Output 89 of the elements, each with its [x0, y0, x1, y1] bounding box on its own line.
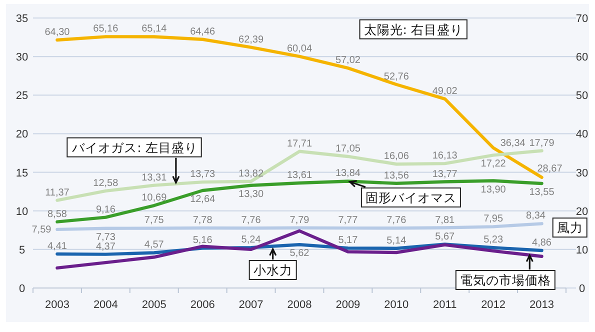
- label-風力: 風力: [552, 218, 588, 238]
- data-label: 17,05: [335, 143, 361, 154]
- y-tick-label: 25: [16, 90, 28, 102]
- y2-tick-label: 40: [576, 128, 588, 141]
- data-label: 12,64: [190, 194, 216, 205]
- x-tick-label: 2011: [433, 299, 457, 311]
- x-tick-label: 2003: [44, 299, 70, 311]
- data-label: 12,58: [93, 178, 119, 189]
- data-label: 4,41: [47, 240, 68, 252]
- y2-tick-label: 10: [576, 244, 588, 256]
- data-label: 49,02: [432, 86, 458, 97]
- x-tick-label: 2012: [481, 299, 506, 311]
- data-label: 5,16: [192, 235, 213, 246]
- y2-tick-label: 70: [576, 13, 588, 25]
- data-label: 11,37: [45, 187, 70, 198]
- data-label: 8,58: [47, 208, 68, 220]
- y-tick-label: 10: [16, 206, 28, 218]
- data-label: 5,62: [290, 248, 310, 260]
- data-label: 7,59: [32, 224, 52, 236]
- y2-tick-label: 60: [576, 52, 588, 64]
- data-label: 7,95: [484, 214, 504, 225]
- data-label: 52,76: [384, 71, 410, 82]
- data-label: 16,06: [384, 151, 410, 162]
- series-label: 小水力: [253, 262, 292, 278]
- data-label: 7,73: [96, 232, 116, 243]
- y-tick-label: 30: [16, 52, 28, 64]
- data-label: 4,57: [144, 240, 164, 251]
- data-label: 5,14: [386, 235, 407, 246]
- y2-tick-label: 0: [578, 283, 586, 295]
- data-label: 13,55: [529, 186, 555, 198]
- y2-tick-label: 50: [576, 90, 588, 102]
- data-label: 64,30: [44, 26, 70, 38]
- data-label: 13,31: [142, 172, 168, 184]
- data-label: 13,84: [335, 168, 361, 180]
- label-電気の市場価格: 電気の市場価格: [455, 253, 556, 290]
- data-label: 9,16: [96, 204, 116, 216]
- data-label: 4,37: [96, 241, 116, 252]
- data-label: 28,67: [537, 163, 563, 174]
- data-label: 17,22: [480, 158, 506, 170]
- y-tick-label: 20: [16, 128, 28, 141]
- y-tick-label: 5: [18, 244, 26, 256]
- data-label: 5,17: [338, 235, 358, 246]
- label-固形バイオマス: 固形バイオマス: [348, 180, 461, 208]
- data-label: 5,23: [484, 234, 504, 246]
- data-label: 7,81: [435, 214, 456, 226]
- data-label: 10,69: [142, 192, 168, 204]
- data-label: 36,34: [500, 138, 526, 149]
- data-label: 60,04: [286, 43, 312, 54]
- y-tick-label: 0: [18, 283, 26, 295]
- data-label: 13,56: [384, 170, 410, 182]
- x-tick-label: 2007: [238, 299, 264, 311]
- data-label: 13,61: [286, 170, 312, 182]
- series-label: 固形バイオマス: [365, 190, 456, 205]
- data-label: 13,77: [432, 168, 458, 180]
- data-label: 7,75: [144, 215, 164, 226]
- data-label: 7,76: [386, 215, 407, 226]
- data-label: 13,73: [190, 169, 216, 180]
- x-tick-label: 2008: [287, 299, 312, 311]
- data-label: 4,86: [532, 238, 552, 249]
- data-label: 5,24: [241, 234, 262, 246]
- data-label: 17,71: [286, 138, 312, 150]
- x-tick-label: 2006: [190, 299, 215, 311]
- data-label: 7,79: [290, 214, 310, 226]
- data-label: 13,90: [480, 184, 506, 196]
- data-label: 57,02: [335, 55, 361, 66]
- data-label: 16,13: [432, 150, 458, 162]
- y2-tick-label: 20: [576, 206, 588, 218]
- x-tick-label: 2005: [142, 299, 166, 311]
- series-label: 風力: [556, 220, 583, 236]
- x-tick-label: 2009: [336, 299, 360, 311]
- data-label: 65,14: [142, 24, 168, 35]
- data-label: 17,79: [529, 138, 555, 149]
- x-tick-label: 2010: [384, 299, 409, 311]
- y-tick-label: 35: [16, 13, 28, 25]
- data-label: 65,16: [93, 24, 119, 35]
- data-label: 7,78: [192, 214, 213, 226]
- data-label: 13,30: [238, 188, 264, 200]
- data-label: 7,76: [241, 215, 262, 226]
- data-label: 62,39: [238, 34, 264, 46]
- data-label: 13,82: [238, 168, 264, 180]
- data-label: 64,46: [190, 26, 216, 38]
- data-label: 5,67: [435, 231, 456, 242]
- y-tick-label: 15: [16, 167, 28, 180]
- data-label: 8,34: [526, 210, 546, 222]
- x-tick-label: 2004: [93, 299, 118, 311]
- series-label: 電気の市場価格: [460, 272, 551, 288]
- x-tick-label: 2013: [530, 299, 554, 311]
- data-label: 7,77: [338, 215, 358, 226]
- y2-tick-label: 30: [576, 167, 588, 180]
